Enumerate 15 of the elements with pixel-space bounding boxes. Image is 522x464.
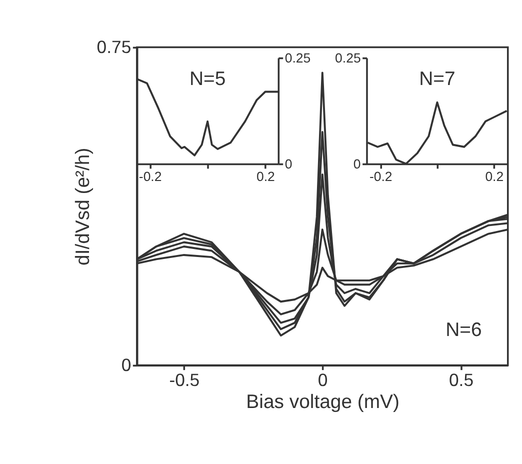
y-tick-label: 0.25 — [284, 50, 311, 66]
x-tick-label: 0 — [318, 370, 328, 390]
text: N=5 — [189, 68, 226, 90]
y-tick-label: 0.75 — [96, 36, 132, 57]
x-tick-label: 0.2 — [485, 169, 504, 184]
x-tick-label: -0.2 — [369, 169, 392, 184]
text: N=7 — [419, 68, 456, 90]
y-axis-title: dI/dVsd (e²/h) — [72, 148, 94, 266]
x-tick-label: -0.2 — [138, 169, 162, 184]
x-tick-label: 0.2 — [256, 169, 275, 184]
x-axis-title: Bias voltage (mV) — [246, 391, 400, 414]
y-tick-label: 0.25 — [335, 50, 361, 66]
x-tick-label: -0.5 — [169, 370, 200, 390]
x-tick-label: 0.5 — [448, 370, 474, 390]
text: N=6 — [446, 319, 482, 342]
